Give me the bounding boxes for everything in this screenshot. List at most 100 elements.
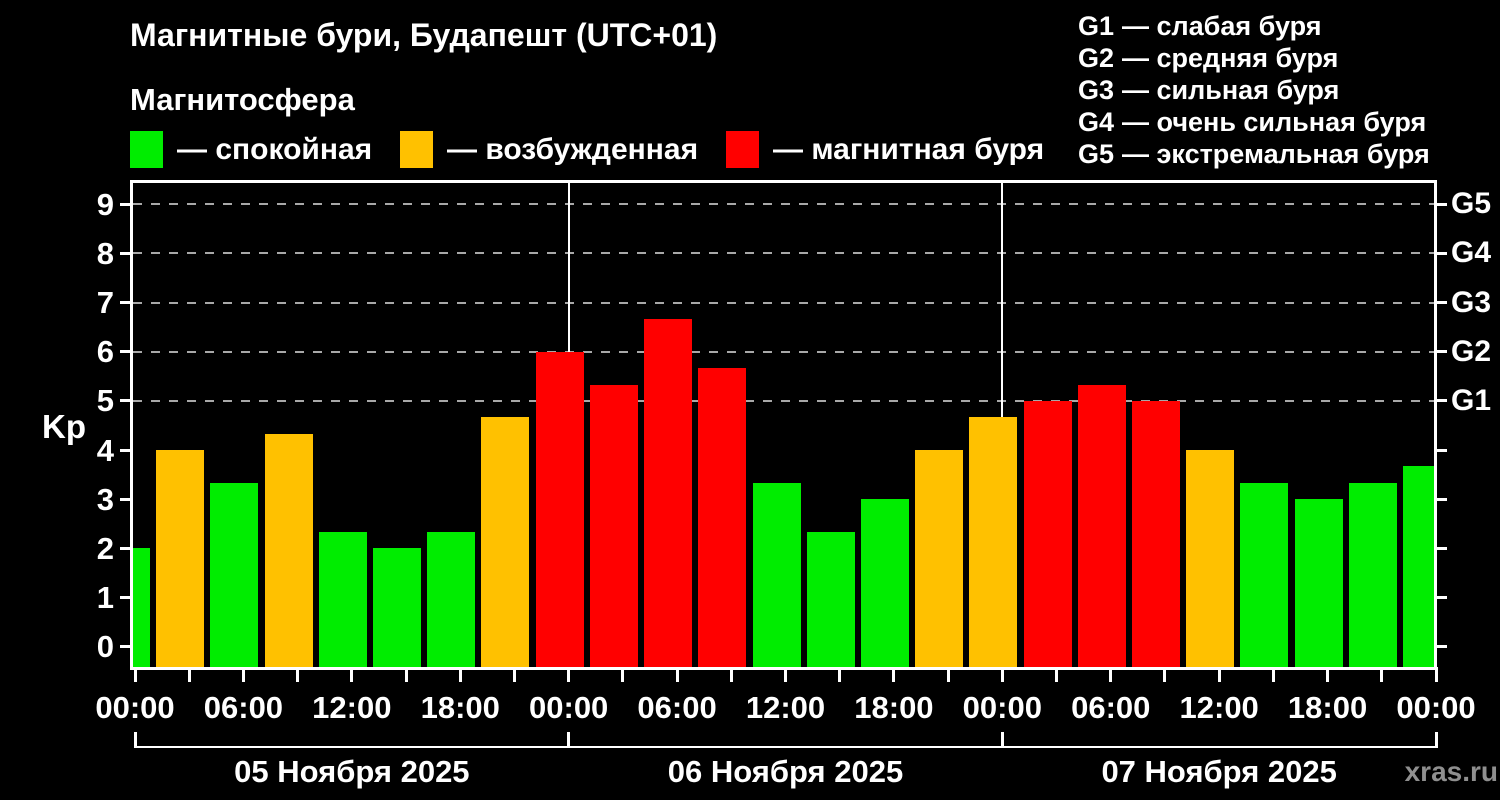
g-axis-label-g5: G5 bbox=[1451, 187, 1492, 221]
y-axis-tick bbox=[120, 251, 133, 255]
time-label: 06:00 bbox=[637, 690, 717, 725]
legend-item-storm: — магнитная буря bbox=[726, 131, 1044, 168]
date-label: 07 Ноября 2025 bbox=[1101, 754, 1337, 789]
time-label: 12:00 bbox=[745, 690, 826, 725]
storm-scale-legend: G1— слабая буря G2— средняя буря G3— сил… bbox=[1078, 10, 1430, 170]
y-axis-tick bbox=[120, 301, 133, 305]
kp-bar bbox=[752, 483, 801, 667]
time-label: 18:00 bbox=[420, 690, 500, 725]
plot-area bbox=[133, 183, 1434, 667]
time-label: 12:00 bbox=[1179, 690, 1259, 725]
y-axis-tick bbox=[120, 546, 133, 550]
g-axis-label-g1: G1 bbox=[1451, 383, 1492, 417]
x-axis-tick bbox=[1271, 667, 1275, 682]
y-axis-label: 3 bbox=[96, 481, 114, 517]
magnetosphere-label: Магнитосфера bbox=[130, 82, 355, 117]
time-label: 18:00 bbox=[854, 690, 934, 725]
time-label: 00:00 bbox=[1396, 690, 1476, 725]
y-axis-label: 7 bbox=[96, 285, 114, 321]
x-axis-tick bbox=[350, 667, 354, 682]
kp-bar bbox=[1294, 499, 1343, 667]
right-axis-tick bbox=[1434, 645, 1447, 649]
kp-bar bbox=[915, 450, 964, 667]
y-axis-label: 8 bbox=[96, 235, 114, 271]
kp-bar bbox=[1403, 466, 1434, 667]
kp-bar bbox=[860, 499, 909, 667]
kp-bar bbox=[156, 450, 205, 667]
g-axis-label-g3: G3 bbox=[1451, 285, 1492, 319]
y-axis-tick bbox=[120, 399, 133, 403]
y-axis-label: 9 bbox=[96, 186, 114, 222]
day-bracket-line bbox=[135, 746, 1438, 748]
time-label: 06:00 bbox=[203, 690, 284, 725]
time-label: 12:00 bbox=[312, 690, 392, 725]
kp-bar bbox=[318, 532, 367, 667]
gridline-kp6 bbox=[133, 350, 1434, 353]
x-axis-tick bbox=[1055, 667, 1059, 682]
kp-bar bbox=[969, 417, 1018, 667]
gridline-kp8 bbox=[133, 252, 1434, 255]
right-axis-tick bbox=[1434, 301, 1447, 305]
g3-legend-row: G3— сильная буря bbox=[1078, 75, 1340, 105]
right-axis-tick bbox=[1434, 202, 1447, 206]
time-label: 18:00 bbox=[1287, 690, 1368, 725]
x-axis-tick bbox=[512, 667, 516, 682]
right-axis-tick bbox=[1434, 448, 1447, 452]
day-bracket-tick bbox=[1434, 732, 1438, 748]
plot-border bbox=[130, 180, 1437, 670]
y-axis-label: 2 bbox=[96, 530, 114, 566]
x-axis-tick bbox=[621, 667, 625, 682]
kp-bar bbox=[1077, 384, 1126, 667]
kp-bar bbox=[698, 367, 747, 667]
g-axis-label-g4: G4 bbox=[1451, 236, 1492, 270]
g2-legend-row: G2— средняя буря bbox=[1078, 43, 1339, 73]
kp-bar bbox=[1186, 450, 1235, 667]
x-axis-tick bbox=[1326, 667, 1330, 682]
kp-bar bbox=[373, 548, 422, 667]
kp-bar bbox=[427, 532, 476, 667]
x-axis-tick bbox=[892, 667, 896, 682]
y-axis-label: 5 bbox=[96, 383, 114, 419]
watermark: xras.ru bbox=[1404, 756, 1498, 787]
y-axis-tick bbox=[120, 448, 133, 452]
y-axis-label: 4 bbox=[96, 432, 114, 468]
kp-bar bbox=[1131, 400, 1180, 667]
right-axis-tick bbox=[1434, 251, 1447, 255]
x-axis-tick bbox=[729, 667, 733, 682]
day-bracket-tick bbox=[567, 732, 571, 748]
y-axis-label: 0 bbox=[96, 629, 114, 665]
day-bracket-tick bbox=[1000, 732, 1004, 748]
x-axis-tick bbox=[404, 667, 408, 682]
storm-color-swatch bbox=[726, 131, 759, 168]
x-axis-tick bbox=[1217, 667, 1221, 682]
g4-legend-row: G4— очень сильная буря bbox=[1078, 107, 1427, 137]
x-axis-tick bbox=[675, 667, 679, 682]
date-label: 06 Ноября 2025 bbox=[667, 754, 904, 789]
right-axis-tick bbox=[1434, 497, 1447, 501]
kp-bar bbox=[806, 532, 855, 667]
right-axis-tick bbox=[1434, 350, 1447, 354]
date-label: 05 Ноября 2025 bbox=[234, 754, 470, 789]
g5-legend-row: G5— экстремальная буря bbox=[1078, 139, 1430, 169]
x-axis-tick bbox=[1000, 667, 1004, 682]
x-axis-tick bbox=[1109, 667, 1113, 682]
time-label: 00:00 bbox=[529, 690, 609, 725]
kp-bar bbox=[1348, 483, 1397, 667]
kp-bar bbox=[133, 548, 150, 667]
kp-bar bbox=[644, 318, 693, 667]
kp-bar bbox=[1240, 483, 1289, 667]
y-axis-label: 6 bbox=[96, 334, 114, 370]
day-bracket-tick bbox=[133, 732, 137, 748]
kp-bar bbox=[535, 351, 584, 667]
right-axis-tick bbox=[1434, 546, 1447, 550]
y-axis-tick bbox=[120, 596, 133, 600]
y-axis-tick bbox=[120, 202, 133, 206]
legend-label-storm: — магнитная буря bbox=[773, 132, 1045, 166]
legend-item-unsettled: — возбужденная bbox=[400, 131, 698, 168]
x-axis-tick bbox=[784, 667, 787, 682]
legend-item-quiet: — спокойная bbox=[130, 131, 372, 168]
kp-bar bbox=[481, 417, 530, 667]
kp-bar bbox=[589, 384, 638, 667]
legend-label-quiet: — спокойная bbox=[177, 132, 373, 166]
quiet-color-swatch bbox=[130, 131, 163, 168]
